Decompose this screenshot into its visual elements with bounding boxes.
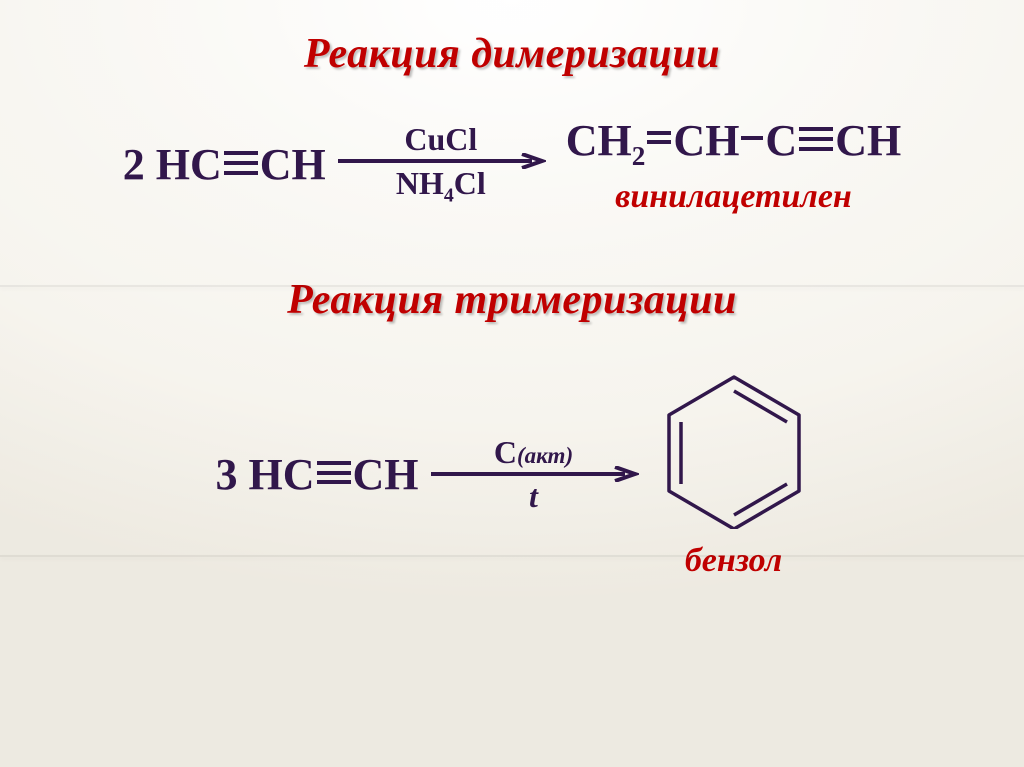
reagent: 3 HCCH: [216, 449, 419, 500]
single-bond: [739, 113, 765, 157]
triple-bond: [797, 115, 835, 159]
double-bond: [645, 113, 673, 157]
product-name: винилацетилен: [615, 178, 852, 216]
benzene-structure: [659, 369, 809, 534]
paper-crease: [0, 555, 1024, 557]
product-block: CH2CHCCH винилацетилен: [566, 113, 901, 216]
title-dimerization: Реакция димеризации: [0, 0, 1024, 78]
reaction-arrow: CuCl NH4Cl: [336, 123, 546, 206]
catalyst-top: C(акт): [494, 436, 573, 468]
catalyst-top: CuCl: [404, 123, 477, 155]
product-name: бензол: [685, 542, 782, 580]
catalyst-bottom: t: [529, 480, 538, 512]
paper-crease: [0, 285, 1024, 287]
benzene-svg: [659, 369, 809, 529]
title-trimerization: Реакция тримеризации: [0, 216, 1024, 324]
reagent: 2 HCCH: [123, 139, 326, 190]
coef: 2: [123, 140, 145, 189]
coef: 3: [216, 450, 238, 499]
reaction-dimerization: 2 HCCH CuCl NH4Cl CH2CHCCH винилацетилен: [0, 113, 1024, 216]
catalyst-bottom: NH4Cl: [396, 167, 486, 206]
reaction-trimerization: 3 HCCH C(акт) t бензол: [0, 369, 1024, 580]
product-formula: CH2CHCCH: [566, 113, 901, 172]
page-background: Реакция димеризации 2 HCCH CuCl NH4Cl CH…: [0, 0, 1024, 767]
triple-bond: [222, 139, 260, 183]
product-block: бензол: [659, 369, 809, 580]
triple-bond: [315, 449, 353, 493]
reaction-arrow: C(акт) t: [429, 436, 639, 512]
